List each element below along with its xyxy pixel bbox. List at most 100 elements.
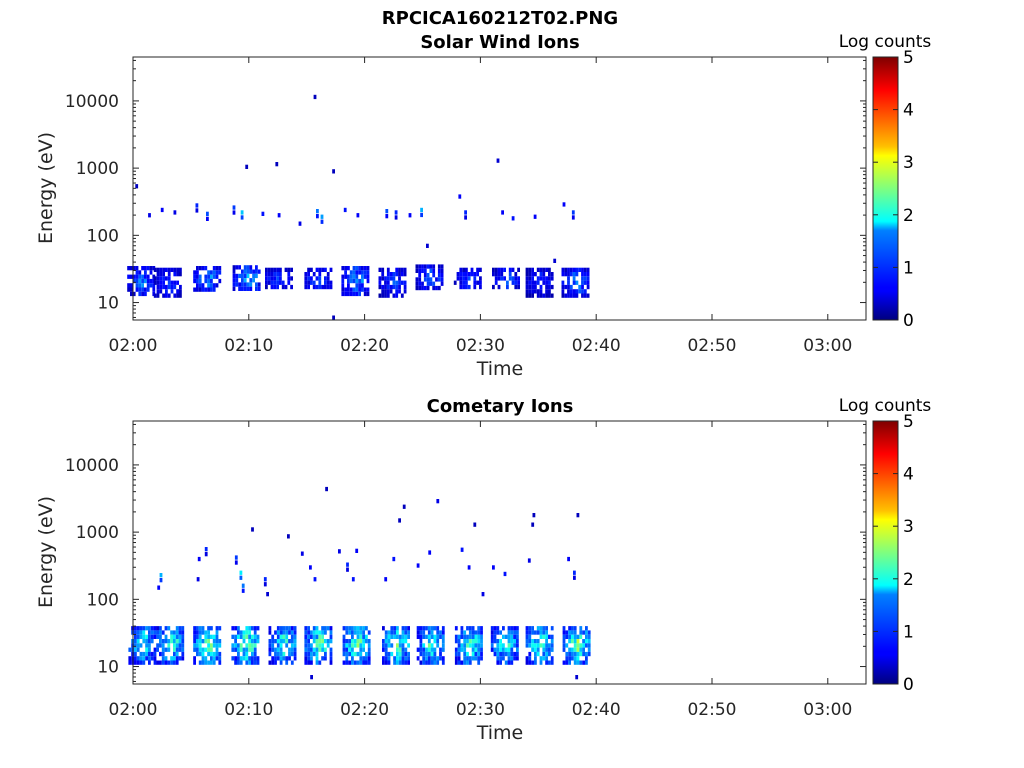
heatmap-cell <box>367 651 371 657</box>
heatmap-point <box>316 214 319 219</box>
heatmap-cell <box>536 276 540 281</box>
heatmap-cell <box>173 293 177 298</box>
heatmap-cell <box>310 647 313 652</box>
heatmap-point <box>313 94 317 100</box>
heatmap-cell <box>136 656 140 661</box>
heatmap-cell <box>581 276 584 281</box>
heatmap-cell <box>562 626 566 631</box>
heatmap-cell <box>565 660 569 665</box>
heatmap-cell <box>439 634 442 639</box>
heatmap-cell <box>318 647 322 652</box>
heatmap-cell <box>245 656 249 661</box>
heatmap-cell <box>148 639 151 644</box>
panel-solar-wind: Solar Wind Ions 02:00 02:10 02:20 02:30 02:4… <box>35 32 931 380</box>
heatmap-point <box>338 549 341 554</box>
heatmap-cell <box>384 647 388 652</box>
heatmap-cell <box>215 630 219 635</box>
heatmap-cell <box>415 268 419 273</box>
heatmap-cell <box>539 272 543 277</box>
heatmap-cell <box>176 280 179 285</box>
heatmap-cell <box>282 630 286 635</box>
heatmap-cell <box>418 264 422 269</box>
heatmap-cell <box>536 630 540 635</box>
heatmap-cell <box>476 267 479 272</box>
colorbar-tick-label: 3 <box>903 153 914 173</box>
heatmap-cell <box>196 270 199 275</box>
heatmap-cell <box>407 634 410 639</box>
heatmap-cell <box>210 287 213 292</box>
heatmap-cell <box>344 291 347 297</box>
heatmap-cell <box>362 660 365 665</box>
heatmap-cell <box>251 651 254 657</box>
heatmap-cell <box>268 660 272 665</box>
colorbar-tick-label: 1 <box>903 258 914 278</box>
heatmap-cell <box>245 634 249 639</box>
heatmap-cell <box>324 267 327 272</box>
heatmap-cell <box>407 651 410 657</box>
heatmap-cell <box>242 630 246 635</box>
heatmap-cell <box>134 634 137 639</box>
heatmap-cell <box>293 630 297 635</box>
heatmap-cell <box>525 660 529 665</box>
heatmap-cell <box>193 643 196 648</box>
heatmap-cell <box>249 286 253 291</box>
heatmap-cell <box>572 293 576 298</box>
heatmap-cell <box>499 651 502 657</box>
heatmap-cell <box>173 634 176 639</box>
heatmap-cell <box>548 634 551 639</box>
heatmap-cell <box>586 280 590 285</box>
heatmap-cell <box>198 630 202 635</box>
heatmap-cell <box>401 634 405 639</box>
heatmap-cell <box>324 656 327 661</box>
heatmap-cell <box>304 660 308 665</box>
heatmap-cell <box>146 274 150 279</box>
heatmap-cell <box>170 639 173 644</box>
heatmap-cell <box>234 647 237 652</box>
heatmap-cell <box>164 626 168 631</box>
heatmap-cell <box>345 647 349 652</box>
heatmap-cell <box>493 626 497 631</box>
y-tick-label: 1000 <box>76 159 119 179</box>
heatmap-cell <box>207 274 210 279</box>
heatmap-cell <box>490 643 494 648</box>
heatmap-cell <box>243 273 247 279</box>
heatmap-cell <box>273 284 277 290</box>
heatmap-cell <box>516 630 519 635</box>
heatmap-cell <box>430 656 434 661</box>
x-tick-label: 02:20 <box>340 336 389 356</box>
heatmap-cell <box>349 270 353 275</box>
heatmap-cell <box>145 643 148 648</box>
colorbar-tick-label: 5 <box>903 412 914 432</box>
heatmap-cell <box>138 287 142 292</box>
heatmap-cell <box>148 630 151 635</box>
heatmap-cell <box>585 656 588 661</box>
heatmap-cell <box>285 656 289 661</box>
heatmap-cell <box>539 289 543 294</box>
heatmap-cell <box>404 651 408 657</box>
heatmap-cell <box>393 634 396 639</box>
heatmap-cell <box>456 276 460 281</box>
heatmap-cell <box>312 639 316 644</box>
heatmap-cell <box>255 286 258 291</box>
heatmap-cell <box>404 626 408 631</box>
heatmap-cell <box>173 272 177 277</box>
heatmap-cell <box>422 630 426 635</box>
heatmap-cell <box>579 643 583 648</box>
heatmap-cell <box>392 272 396 277</box>
heatmap-cell <box>173 656 176 661</box>
heatmap-cell <box>359 643 363 648</box>
heatmap-cell <box>361 274 364 279</box>
heatmap-cell <box>387 639 391 644</box>
heatmap-cell <box>516 647 519 652</box>
heatmap-cell <box>407 630 410 635</box>
heatmap-cell <box>175 643 179 648</box>
heatmap-cell <box>201 266 205 271</box>
heatmap-point <box>385 209 389 214</box>
heatmap-cell <box>502 634 505 639</box>
heatmap-cells <box>127 94 590 320</box>
heatmap-cell <box>270 280 274 285</box>
heatmap-cell <box>419 634 423 639</box>
heatmap-cell <box>324 639 327 644</box>
heatmap-cell <box>510 630 514 635</box>
